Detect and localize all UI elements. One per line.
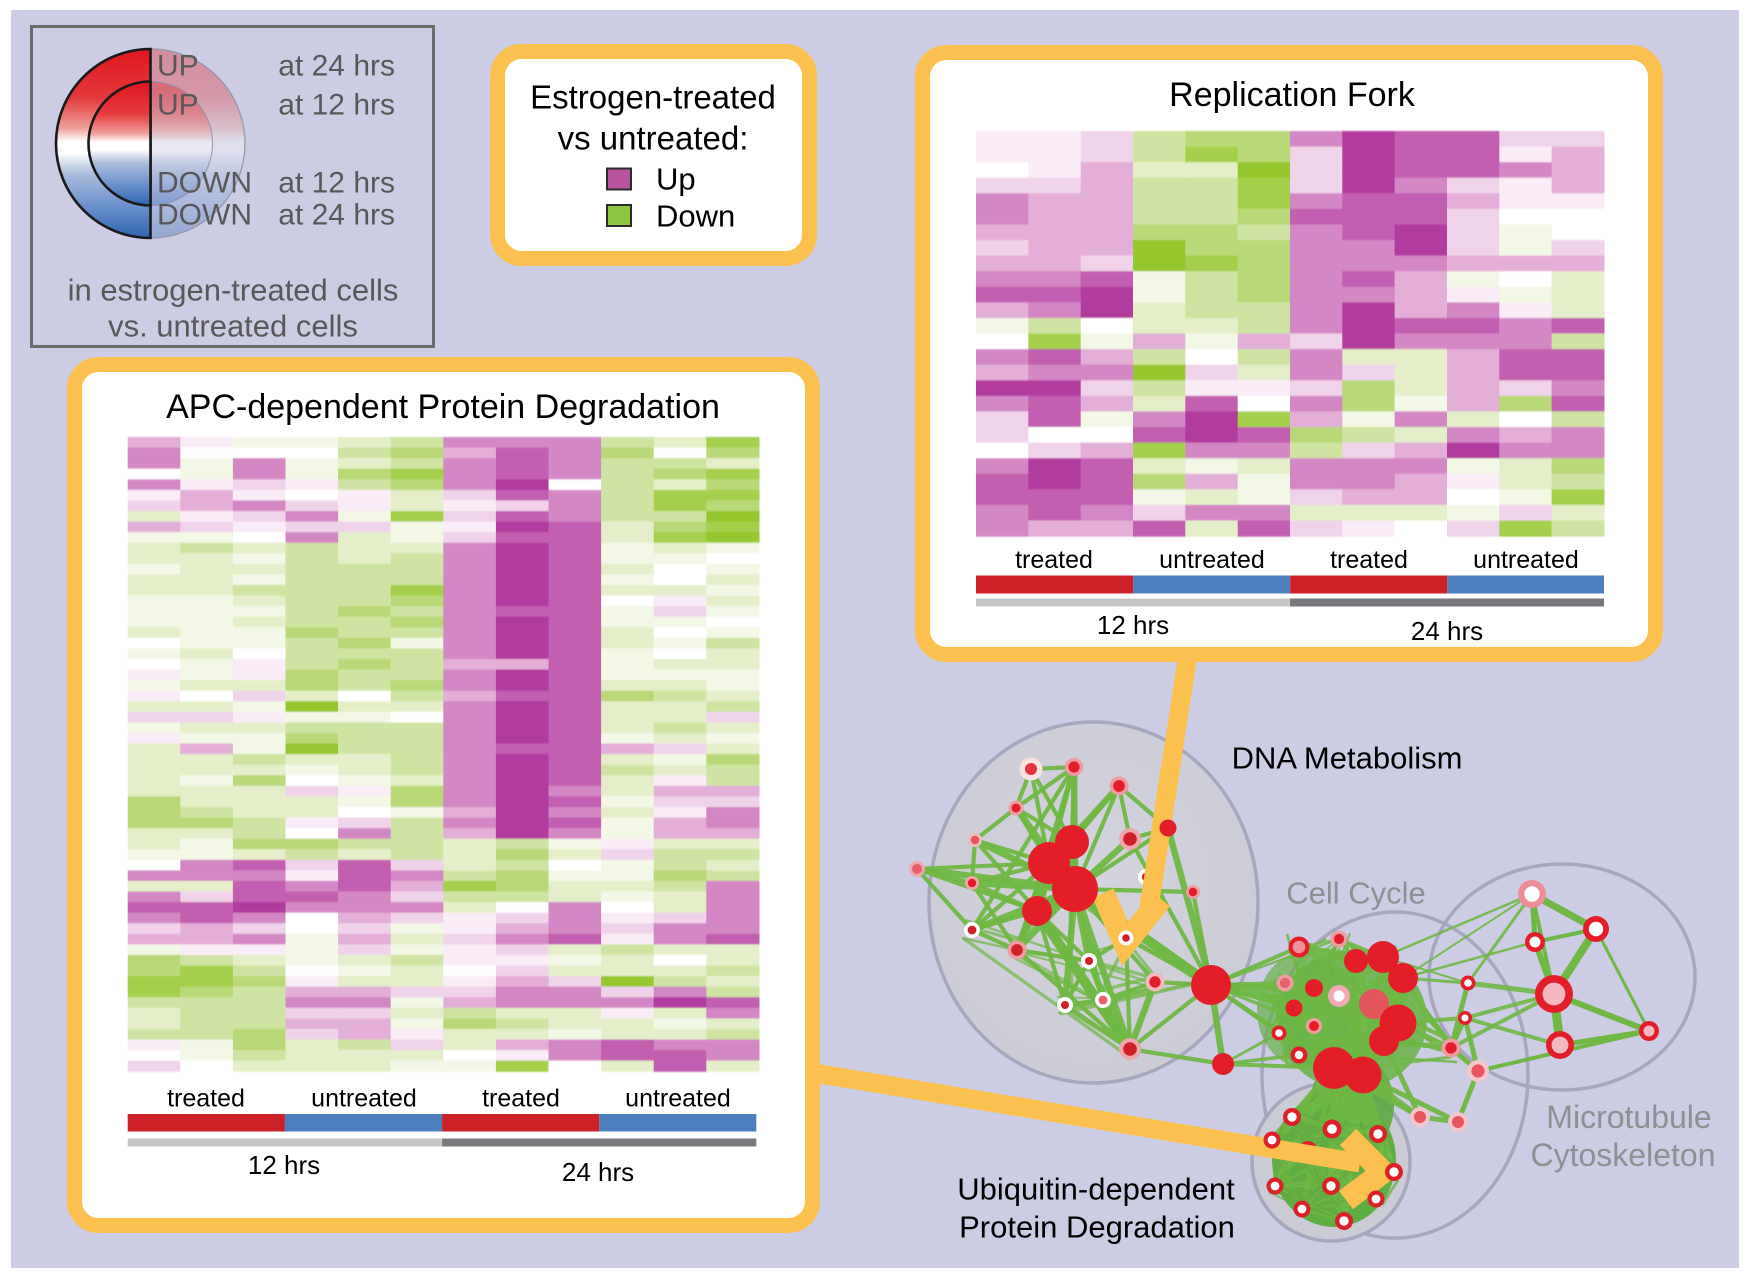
svg-text:vs untreated:: vs untreated: [558, 120, 749, 157]
svg-text:untreated: untreated [1473, 546, 1579, 574]
svg-text:untreated: untreated [311, 1085, 417, 1113]
svg-text:Cytoskeleton: Cytoskeleton [1531, 1137, 1716, 1173]
svg-text:24 hrs: 24 hrs [1411, 616, 1483, 646]
svg-text:treated: treated [167, 1085, 245, 1113]
svg-text:Down: Down [656, 199, 735, 234]
svg-text:at 12 hrs: at 12 hrs [278, 167, 395, 200]
svg-text:Cell Cycle: Cell Cycle [1286, 876, 1426, 911]
svg-text:Replication Fork: Replication Fork [1169, 76, 1416, 114]
svg-text:12 hrs: 12 hrs [1097, 610, 1169, 640]
svg-text:12 hrs: 12 hrs [248, 1150, 320, 1180]
svg-text:treated: treated [482, 1085, 560, 1113]
svg-text:at 12 hrs: at 12 hrs [278, 89, 395, 122]
svg-text:24 hrs: 24 hrs [562, 1157, 634, 1187]
svg-text:Up: Up [656, 162, 696, 197]
svg-text:Ubiquitin-dependent: Ubiquitin-dependent [957, 1172, 1235, 1207]
svg-text:APC-dependent Protein Degradat: APC-dependent Protein Degradation [166, 388, 720, 426]
svg-text:UP: UP [157, 89, 199, 122]
svg-text:untreated: untreated [625, 1085, 731, 1113]
svg-text:Microtubule: Microtubule [1546, 1099, 1711, 1135]
svg-text:treated: treated [1015, 546, 1093, 574]
svg-text:vs. untreated cells: vs. untreated cells [108, 309, 358, 344]
svg-text:at 24 hrs: at 24 hrs [278, 50, 395, 83]
svg-text:in estrogen-treated cells: in estrogen-treated cells [68, 273, 399, 308]
svg-text:UP: UP [157, 50, 199, 83]
svg-text:Estrogen-treated: Estrogen-treated [530, 79, 776, 116]
svg-text:DNA Metabolism: DNA Metabolism [1232, 741, 1463, 776]
svg-text:untreated: untreated [1159, 546, 1265, 574]
svg-text:DOWN: DOWN [157, 199, 252, 232]
svg-text:DOWN: DOWN [157, 167, 252, 200]
svg-text:treated: treated [1330, 546, 1408, 574]
svg-text:at 24 hrs: at 24 hrs [278, 199, 395, 232]
svg-text:Protein Degradation: Protein Degradation [959, 1210, 1235, 1245]
